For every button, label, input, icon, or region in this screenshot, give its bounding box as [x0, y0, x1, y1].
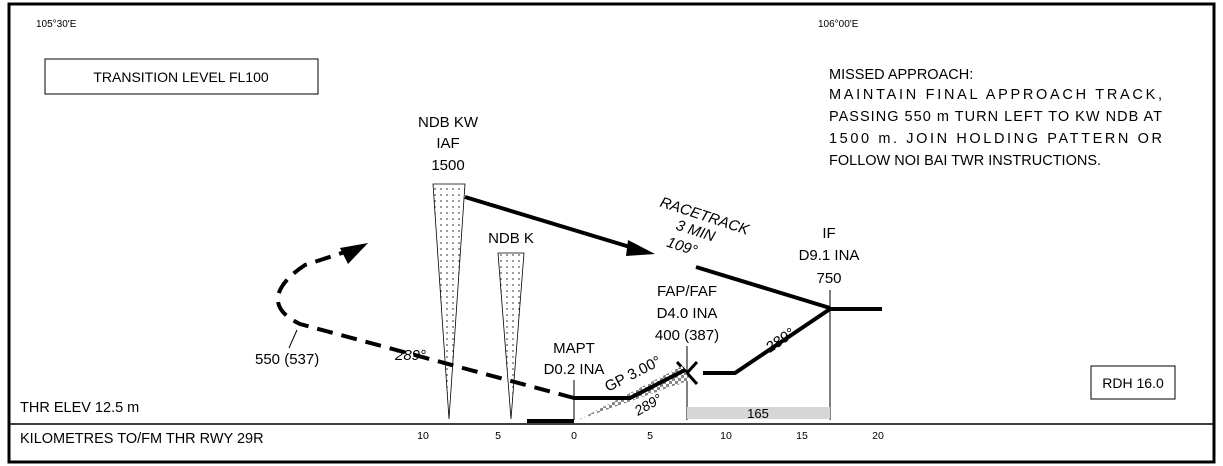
transition-level-box: [44, 58, 319, 95]
svg-text:MAPT: MAPT: [553, 340, 595, 357]
missed-approach-arrowhead: [340, 243, 368, 264]
scale-tick: 15: [796, 430, 808, 442]
if-label: IF D9.1 INA 750: [799, 225, 860, 287]
scale-tick: 5: [647, 430, 653, 442]
fap-label: FAP/FAF D4.0 INA 400 (387): [655, 283, 719, 344]
svg-text:PASSING 550 m TURN LEFT TO KW: PASSING 550 m TURN LEFT TO KW NDB AT: [829, 109, 1162, 125]
track-289-missed: 289°: [394, 347, 426, 364]
intermediate-descent: [703, 307, 832, 375]
svg-text:750: 750: [816, 270, 841, 287]
distance-label: 165: [747, 406, 769, 421]
scale-label: KILOMETRES TO/FM THR RWY 29R: [20, 431, 264, 447]
svg-text:D9.1 INA: D9.1 INA: [799, 247, 860, 264]
scale-ticks: 10 5 0 5 10 15 20: [417, 430, 884, 442]
missed-approach-path: [276, 250, 575, 400]
rdh-box: [1090, 365, 1176, 400]
rdh-text: RDH 16.0: [1102, 375, 1164, 391]
svg-text:IF: IF: [822, 225, 835, 242]
coord-right: 106°00'E: [818, 19, 859, 30]
ndb-k-label: NDB K: [488, 230, 534, 247]
ndb-kw-cone: [432, 183, 466, 420]
svg-text:400 (387): 400 (387): [655, 327, 719, 344]
scale-tick: 20: [872, 430, 884, 442]
svg-text:IAF: IAF: [436, 135, 459, 152]
svg-text:MAINTAIN FINAL APPROACH TRACK,: MAINTAIN FINAL APPROACH TRACK,: [829, 87, 1162, 103]
racetrack-line: [464, 195, 631, 249]
ndb-k-cone: [497, 252, 525, 420]
ndb-kw-label: NDB KW IAF 1500: [418, 114, 479, 174]
missed-alt-leader: [288, 329, 298, 349]
missed-approach-text: MISSED APPROACH: MAINTAIN FINAL APPROACH…: [829, 67, 1162, 169]
thr-elev-label: THR ELEV 12.5 m: [20, 400, 139, 416]
scale-tick: 10: [720, 430, 732, 442]
missed-alt-label: 550 (537): [255, 351, 319, 368]
scale-tick: 5: [495, 430, 501, 442]
svg-text:FAP/FAF: FAP/FAF: [657, 283, 717, 300]
chart-frame: [7, 2, 1216, 464]
svg-text:D0.2 INA: D0.2 INA: [544, 361, 605, 378]
inbound-track-line: [695, 265, 831, 310]
svg-text:MISSED APPROACH:: MISSED APPROACH:: [829, 67, 973, 83]
coord-left: 105°30'E: [36, 19, 77, 30]
svg-text:1500: 1500: [431, 157, 464, 174]
final-approach-line: [574, 368, 686, 400]
scale-tick: 10: [417, 430, 429, 442]
svg-text:NDB KW: NDB KW: [418, 114, 479, 131]
scale-tick: 0: [571, 430, 577, 442]
svg-text:1500 m. JOIN HOLDING PATTERN O: 1500 m. JOIN HOLDING PATTERN OR: [829, 131, 1162, 147]
racetrack-label: RACETRACK 3 MIN 109°: [658, 194, 752, 260]
mapt-label: MAPT D0.2 INA: [544, 340, 605, 378]
transition-level-text: TRANSITION LEVEL FL100: [93, 69, 269, 85]
svg-text:FOLLOW NOI BAI TWR INSTRUCTION: FOLLOW NOI BAI TWR INSTRUCTIONS.: [829, 153, 1101, 169]
svg-text:D4.0 INA: D4.0 INA: [657, 305, 718, 322]
distance-bar: [687, 407, 830, 419]
racetrack-arrowhead: [626, 240, 655, 256]
